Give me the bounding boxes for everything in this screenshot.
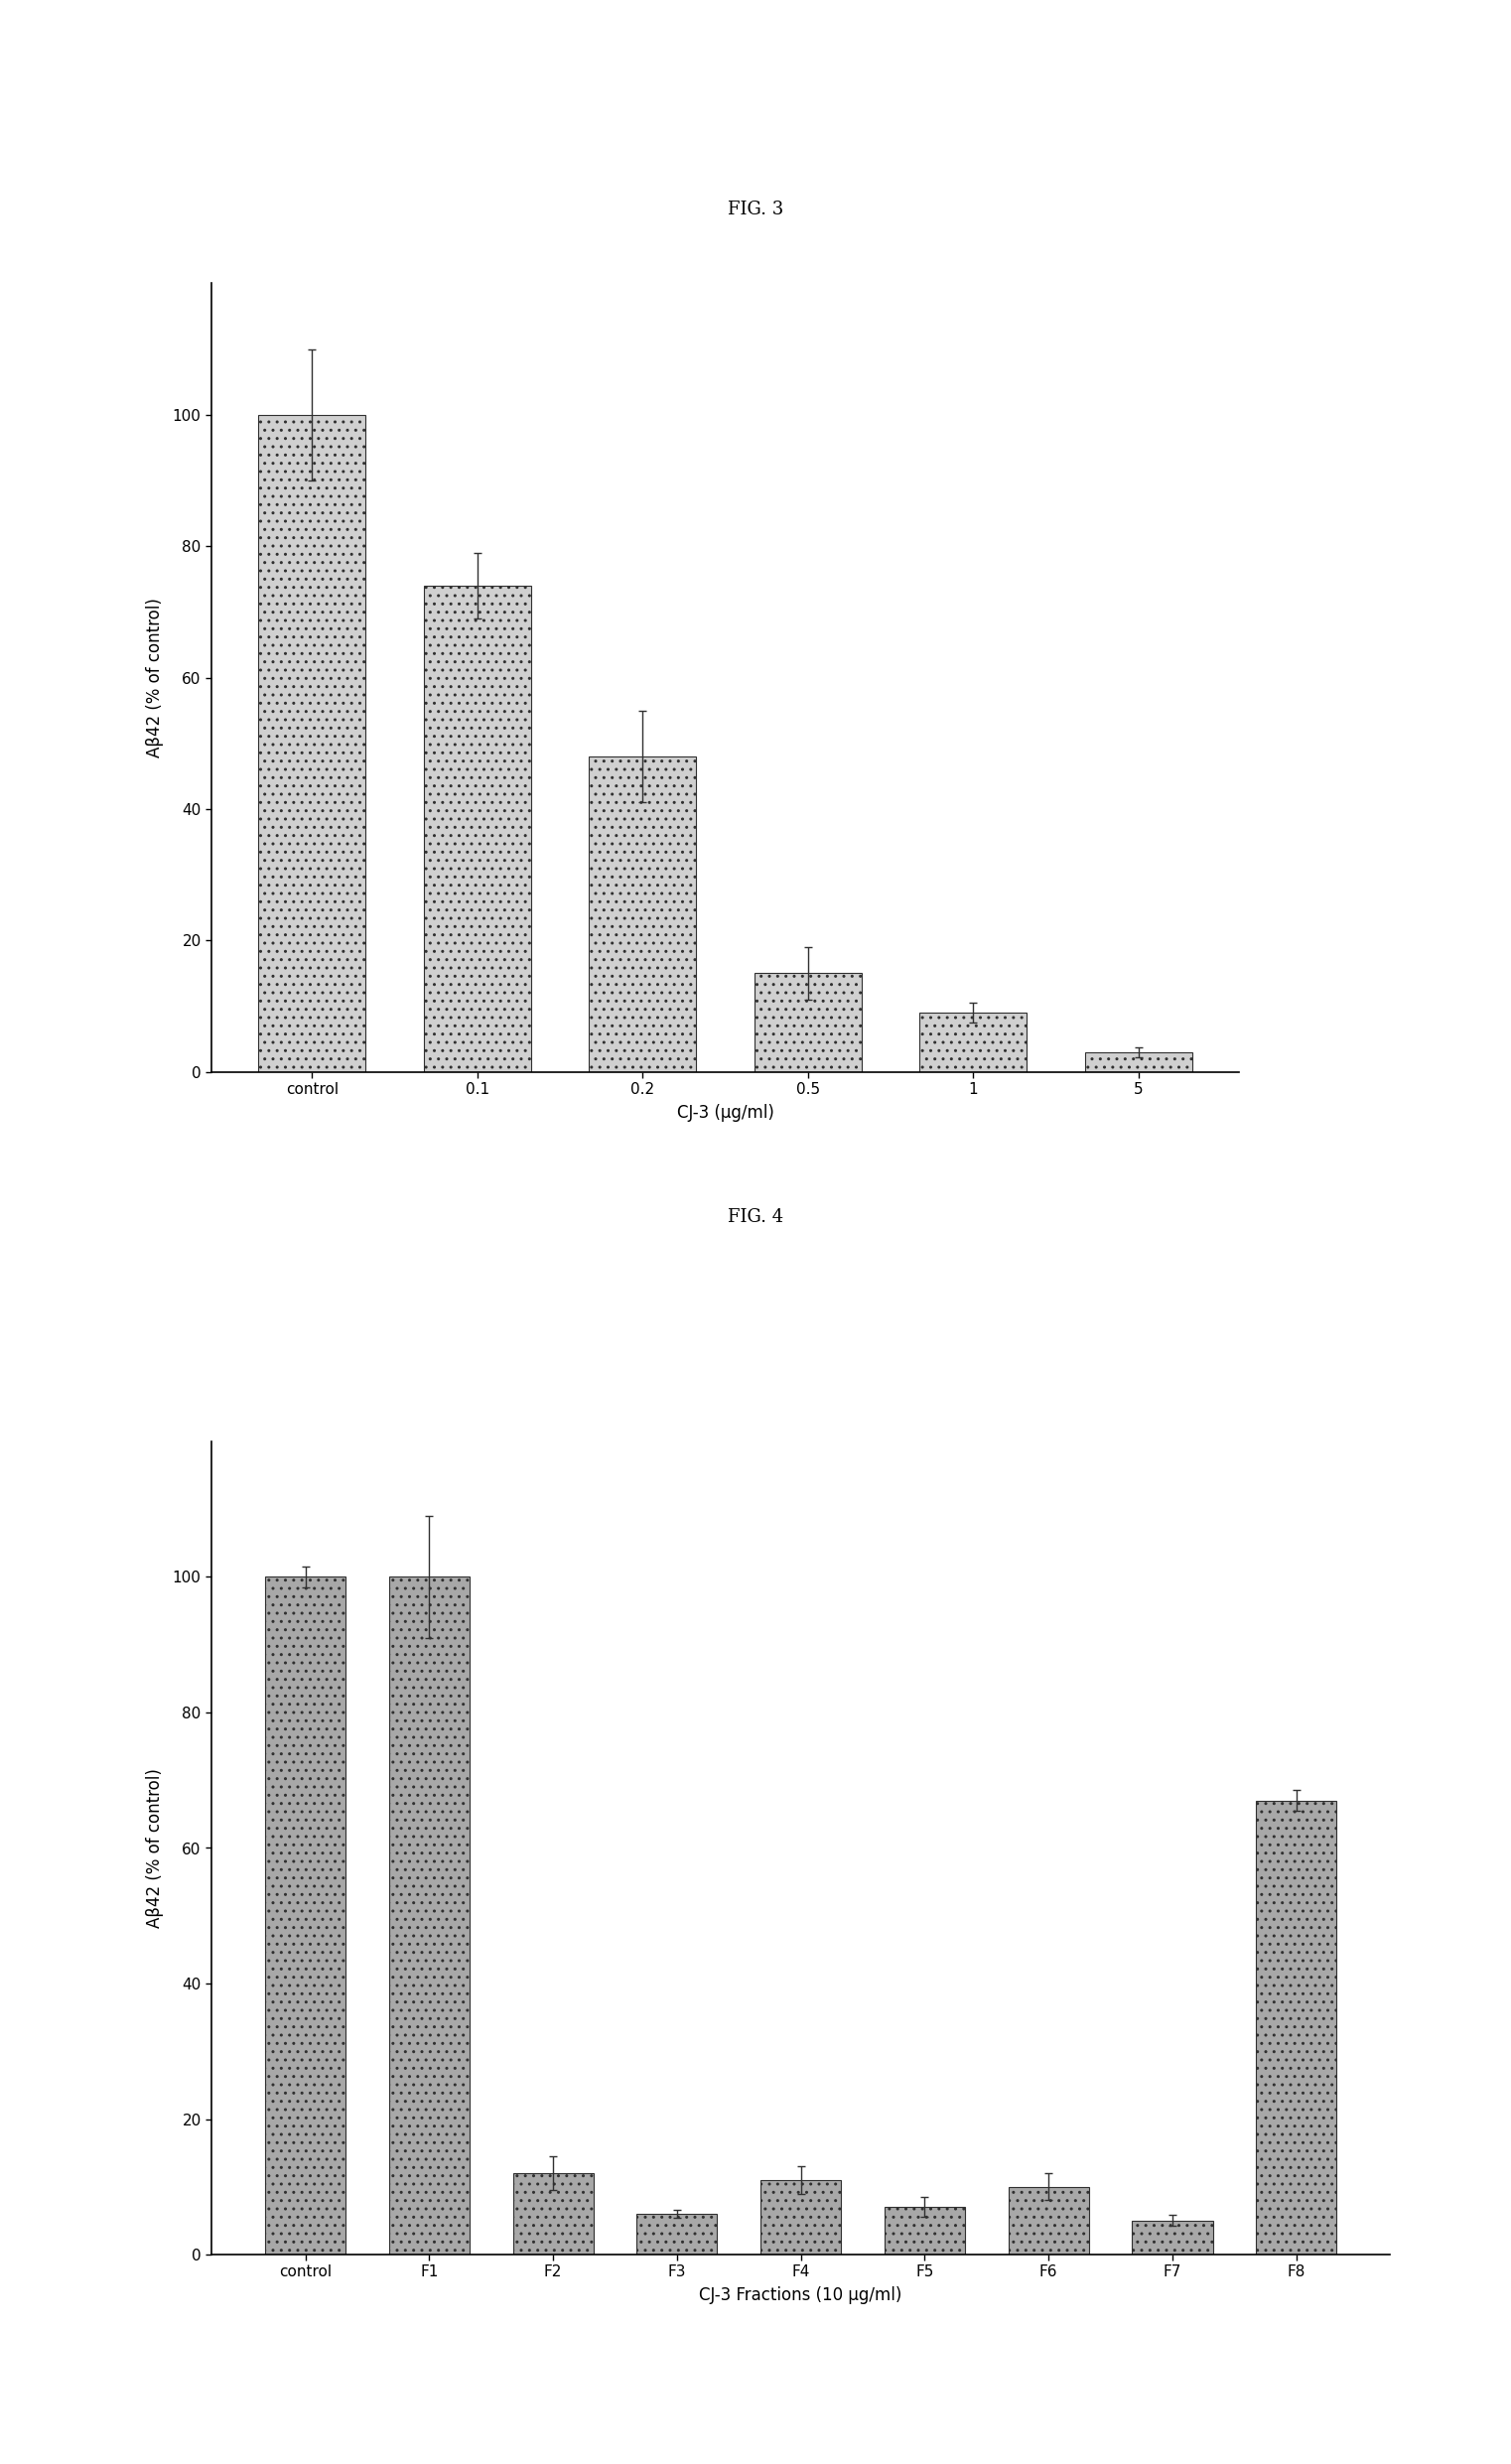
Bar <box>512 2173 594 2255</box>
X-axis label: CJ-3 (μg/ml): CJ-3 (μg/ml) <box>677 1104 774 1121</box>
Y-axis label: Aβ42 (% of control): Aβ42 (% of control) <box>147 1769 165 1927</box>
Text: FIG. 4: FIG. 4 <box>728 1207 783 1227</box>
Bar <box>920 1013 1027 1072</box>
Bar <box>258 414 366 1072</box>
Text: FIG. 3: FIG. 3 <box>728 200 783 219</box>
Bar <box>884 2208 966 2255</box>
Bar <box>754 973 861 1072</box>
Bar <box>760 2181 842 2255</box>
X-axis label: CJ-3 Fractions (10 μg/ml): CJ-3 Fractions (10 μg/ml) <box>700 2287 902 2304</box>
Bar <box>388 1577 470 2255</box>
Bar <box>1008 2188 1089 2255</box>
Bar <box>1256 1801 1337 2255</box>
Bar <box>264 1577 346 2255</box>
Bar <box>423 586 530 1072</box>
Y-axis label: Aβ42 (% of control): Aβ42 (% of control) <box>147 599 165 756</box>
Bar <box>636 2213 718 2255</box>
Bar <box>1085 1052 1192 1072</box>
Bar <box>589 756 697 1072</box>
Bar <box>1132 2220 1213 2255</box>
